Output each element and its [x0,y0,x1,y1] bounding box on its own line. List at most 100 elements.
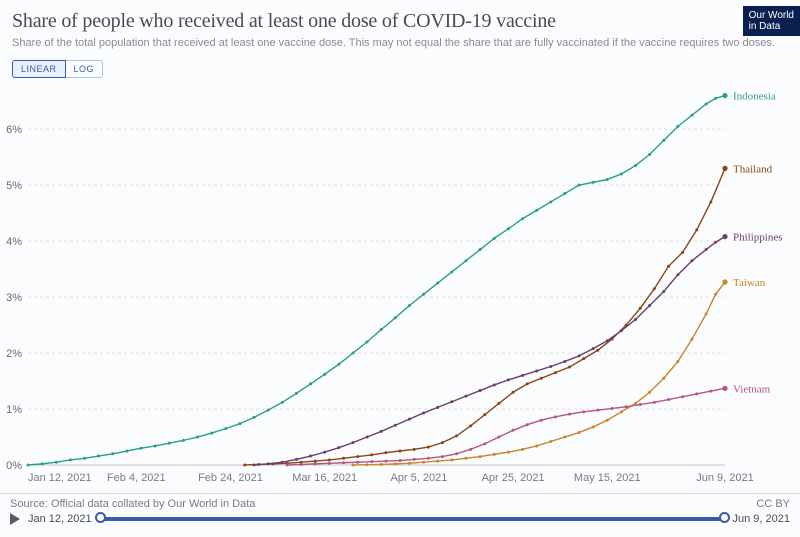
series-marker [394,424,397,427]
logo-line2: in Data [749,21,781,32]
series-marker [606,178,609,181]
series-marker [253,416,256,419]
series-marker [351,352,354,355]
series-marker [691,114,694,117]
series-marker [455,452,458,455]
series-marker [540,377,543,380]
series-marker [714,293,717,296]
series-marker [267,462,270,465]
series-marker [441,455,444,458]
series-marker [705,248,708,251]
series-marker [168,442,171,445]
series-marker [351,441,354,444]
series-marker [493,453,496,456]
series-marker [549,365,552,368]
series-marker [380,328,383,331]
series-marker [493,237,496,240]
series-line-philippines[interactable] [254,237,725,465]
series-marker [705,312,708,315]
series-marker [436,460,439,463]
series-marker [526,423,529,426]
series-line-taiwan[interactable] [353,282,725,465]
series-marker [709,200,712,203]
series-marker [243,464,246,467]
series-marker [314,462,317,465]
series-marker [394,462,397,465]
series-marker [563,192,566,195]
series-marker [578,184,581,187]
series-marker [714,97,717,100]
series-end-marker [722,279,727,284]
logo-line1: Our World [749,10,794,21]
series-marker [563,360,566,363]
timeline-knob-end[interactable] [719,512,730,523]
series-line-vietnam[interactable] [287,388,725,465]
series-marker [535,444,538,447]
series-label-indonesia[interactable]: Indonesia [733,91,776,103]
xtick-label: May 15, 2021 [574,472,641,484]
series-marker [512,429,515,432]
series-marker [554,415,557,418]
series-marker [281,401,284,404]
series-marker [483,442,486,445]
series-marker [27,464,30,467]
series-marker [493,383,496,386]
play-icon[interactable] [10,513,20,525]
series-marker [366,463,369,466]
series-marker [568,366,571,369]
series-label-philippines[interactable]: Philippines [733,232,783,244]
series-label-thailand[interactable]: Thailand [733,163,773,175]
series-marker [413,448,416,451]
series-marker [441,441,444,444]
timeline-slider[interactable] [100,512,725,526]
xtick-label: Mar 16, 2021 [292,472,357,484]
series-marker [592,347,595,350]
series-marker [323,373,326,376]
series-marker [662,377,665,380]
series-line-indonesia[interactable] [28,96,725,465]
series-marker [309,382,312,385]
series-end-marker [722,93,727,98]
log-button[interactable]: LOG [66,60,104,78]
series-marker [662,290,665,293]
series-marker [408,418,411,421]
series-line-thailand[interactable] [245,168,725,465]
series-marker [662,139,665,142]
series-marker [568,413,571,416]
series-marker [224,427,227,430]
series-marker [691,259,694,262]
linear-button[interactable]: LINEAR [12,60,66,78]
series-marker [695,228,698,231]
series-marker [639,307,642,310]
series-label-vietnam[interactable]: Vietnam [733,383,771,395]
ytick-label: 4% [6,236,22,248]
series-marker [464,395,467,398]
series-marker [540,419,543,422]
series-marker [210,432,213,435]
series-marker [507,378,510,381]
series-marker [709,390,712,393]
ytick-label: 5% [6,180,22,192]
series-marker [196,436,199,439]
series-marker [408,462,411,465]
series-label-taiwan[interactable]: Taiwan [733,277,766,289]
series-marker [479,248,482,251]
ytick-label: 3% [6,292,22,304]
chart-footer: Source: Official data collated by Our Wo… [0,493,800,537]
xtick-label: Apr 5, 2021 [390,472,447,484]
series-marker [620,172,623,175]
series-marker [691,338,694,341]
series-marker [286,464,289,467]
timeline-knob-start[interactable] [95,512,106,523]
series-marker [610,407,613,410]
series-marker [300,463,303,466]
series-marker [323,451,326,454]
series-marker [549,200,552,203]
series-marker [606,419,609,422]
series-marker [464,457,467,460]
series-marker [521,217,524,220]
series-marker [83,457,86,460]
chart-area: 0%1%2%3%4%5%6%Jan 12, 2021Feb 4, 2021Feb… [0,84,800,491]
series-marker [450,400,453,403]
series-marker [399,450,402,453]
